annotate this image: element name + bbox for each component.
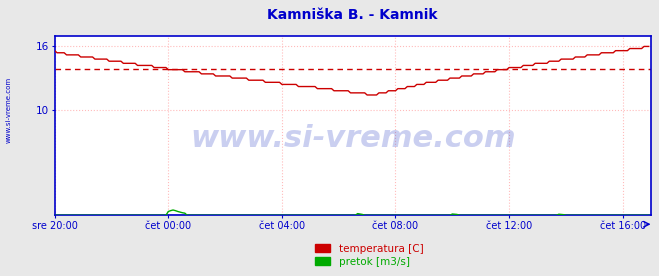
Text: www.si-vreme.com: www.si-vreme.com <box>5 77 12 144</box>
Text: Kamniška B. - Kamnik: Kamniška B. - Kamnik <box>268 8 438 22</box>
Legend: temperatura [C], pretok [m3/s]: temperatura [C], pretok [m3/s] <box>310 239 428 271</box>
Text: www.si-vreme.com: www.si-vreme.com <box>190 124 516 153</box>
